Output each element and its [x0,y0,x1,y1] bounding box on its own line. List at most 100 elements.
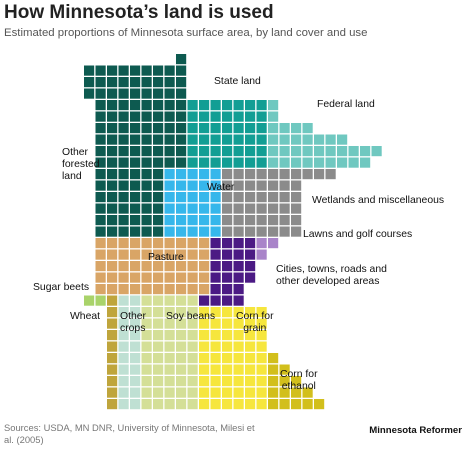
cell-corn-for-ethanol [291,376,302,387]
cell-other-forested-land [164,134,175,145]
sources-note: Sources: USDA, MN DNR, University of Min… [4,422,255,445]
cell-wetlands-and-miscellaneous [233,203,244,214]
cell-water [176,203,187,214]
cell-wheat [107,364,118,375]
cell-wetlands-and-miscellaneous [256,203,267,214]
cell-soy-beans [176,318,187,329]
cell-other-crops [118,341,129,352]
cell-soy-beans [187,307,198,318]
cell-water [164,192,175,203]
cell-federal-land [268,134,279,145]
cell-other-forested-land [153,134,164,145]
cell-federal-land [314,157,325,168]
cell-wheat [107,318,118,329]
cell-federal-land [291,146,302,157]
cell-wetlands-and-miscellaneous [222,215,233,226]
cell-federal-land [337,157,348,168]
cell-other-forested-land [130,88,141,99]
cell-other-forested-land [107,65,118,76]
cell-water [210,203,221,214]
cell-corn-for-grain [245,376,256,387]
cell-federal-land [268,111,279,122]
cell-state-land [199,146,210,157]
cell-wetlands-and-miscellaneous [268,226,279,237]
cell-corn-for-grain [245,307,256,318]
cell-soy-beans [153,399,164,410]
cell-other-forested-land [107,123,118,134]
cell-wetlands-and-miscellaneous [325,169,336,180]
cell-other-forested-land [164,88,175,99]
cell-other-crops [130,330,141,341]
cell-corn-for-grain [245,387,256,398]
cell-corn-for-grain [210,399,221,410]
cell-state-land [245,100,256,111]
cell-other-forested-land [130,65,141,76]
cell-state-land [187,123,198,134]
cell-corn-for-ethanol [291,387,302,398]
cell-wetlands-and-miscellaneous [279,215,290,226]
cell-water [210,215,221,226]
cell-soy-beans [141,318,152,329]
cell-corn-for-grain [210,353,221,364]
cell-corn-for-grain [256,341,267,352]
cell-federal-land [348,146,359,157]
cell-wheat [107,387,118,398]
cell-other-forested-land [141,100,152,111]
cell-cities-towns-roads-and-other-developed-areas [245,261,256,272]
cell-wetlands-and-miscellaneous [268,169,279,180]
cell-state-land [256,100,267,111]
cell-federal-land [314,134,325,145]
cell-soy-beans [164,376,175,387]
cell-other-forested-land [95,111,106,122]
cell-other-forested-land [141,203,152,214]
cell-state-land [210,100,221,111]
cell-other-forested-land [95,88,106,99]
cell-water [187,226,198,237]
cell-soy-beans [153,295,164,306]
cell-state-land [210,134,221,145]
cell-pasture [199,284,210,295]
cell-other-crops [118,330,129,341]
cell-wetlands-and-miscellaneous [302,169,313,180]
cell-water [199,226,210,237]
cell-corn-for-grain [222,341,233,352]
cell-wheat [107,353,118,364]
label-corn-ethanol: Corn for ethanol [280,369,318,392]
cell-other-forested-land [107,146,118,157]
cell-corn-for-ethanol [291,399,302,410]
cell-cities-towns-roads-and-other-developed-areas [222,295,233,306]
cell-other-forested-land [141,77,152,88]
cell-corn-for-grain [233,364,244,375]
cell-corn-for-grain [256,399,267,410]
cell-state-land [245,157,256,168]
cell-other-forested-land [118,157,129,168]
cell-water [199,203,210,214]
cell-pasture [130,238,141,249]
cell-soy-beans [187,387,198,398]
cell-state-land [222,111,233,122]
cell-other-forested-land [107,100,118,111]
cell-federal-land [314,146,325,157]
cell-corn-for-grain [233,341,244,352]
cell-soy-beans [141,330,152,341]
cell-federal-land [337,146,348,157]
cell-state-land [256,111,267,122]
cell-corn-for-grain [222,364,233,375]
cell-other-forested-land [95,226,106,237]
cell-other-forested-land [176,88,187,99]
cell-soy-beans [176,341,187,352]
cell-other-forested-land [176,77,187,88]
cell-wheat [107,376,118,387]
cell-pasture [187,272,198,283]
cell-corn-for-grain [210,307,221,318]
cell-water [187,169,198,180]
cell-cities-towns-roads-and-other-developed-areas [233,272,244,283]
cell-other-forested-land [107,111,118,122]
cell-federal-land [348,157,359,168]
label-other-crops: Other crops [120,311,146,334]
cell-wetlands-and-miscellaneous [256,180,267,191]
cell-pasture [164,261,175,272]
cell-state-land [210,123,221,134]
cell-other-crops [130,353,141,364]
cell-soy-beans [153,376,164,387]
